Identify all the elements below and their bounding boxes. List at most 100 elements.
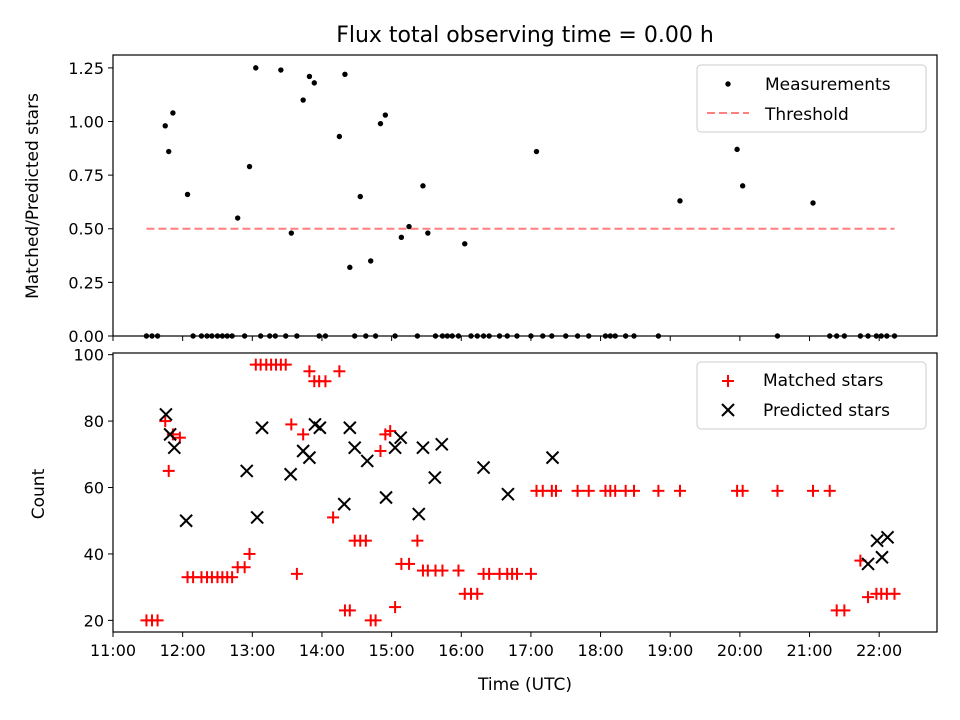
predicted-star-point: [240, 464, 254, 478]
legend-predicted-marker: [721, 403, 735, 417]
measurement-point: [347, 264, 353, 271]
count-y-axis-label: Count: [29, 468, 49, 519]
matched-star-point: [162, 464, 175, 477]
predicted-star-point: [283, 467, 298, 481]
measurement-point: [533, 148, 540, 155]
matched-star-point: [771, 484, 784, 497]
matched-star-point: [736, 484, 749, 497]
ratio-y-tick-label: 0.50: [68, 220, 104, 239]
predicted-star-point: [302, 450, 317, 465]
predicted-star-point: [159, 407, 173, 422]
count-x-tick-label: 19:00: [647, 641, 693, 660]
matched-star-point: [452, 564, 465, 577]
count-x-tick-label: 14:00: [299, 641, 345, 660]
predicted-star-point: [875, 550, 889, 564]
matched-star-point: [471, 587, 484, 600]
predicted-star-point: [163, 427, 177, 442]
measurement-point: [462, 241, 468, 247]
measurement-point: [300, 97, 306, 103]
matched-star-point: [483, 567, 496, 580]
legend-measurements-label: Measurements: [765, 75, 891, 95]
count-x-axis-label: Time (UTC): [477, 675, 572, 695]
matched-star-point: [628, 484, 641, 497]
matched-star-point: [327, 511, 340, 524]
count-panel: Count Time (UTC) 20 40 60 80 100 11:00 12:00 13…: [29, 346, 938, 695]
ratio-y-tick-label: 1.25: [68, 59, 104, 78]
matched-star-point: [343, 604, 356, 617]
count-axis-ticks: 20 40 60 80 100 11:00 12:00 13:00 14:00 15:00 16:0…: [73, 346, 902, 660]
ratio-axes-frame: [112, 54, 938, 337]
matched-star-point: [151, 614, 164, 627]
measurement-point: [184, 191, 191, 198]
measurement-point: [234, 215, 241, 221]
predicted-star-point: [255, 421, 269, 435]
predicted-star-point: [861, 557, 875, 571]
measurement-point: [739, 183, 746, 189]
predicted-star-point: [337, 497, 351, 511]
matched-star-point: [297, 428, 310, 441]
predicted-star-point: [347, 440, 362, 455]
matched-star-point: [243, 547, 256, 560]
ratio-plot-area: [143, 65, 898, 339]
predicted-star-point: [428, 470, 442, 485]
matched-star-point: [838, 604, 851, 617]
measurement-point: [288, 230, 295, 236]
matched-star-point: [359, 534, 372, 547]
matched-star-point: [303, 365, 316, 378]
matched-star-point: [807, 484, 820, 497]
matched-star-point: [609, 484, 622, 497]
measurement-point: [162, 123, 168, 129]
matched-star-point: [436, 564, 449, 577]
ratio-y-tick-label: 0.25: [68, 273, 104, 292]
matched-star-point: [823, 484, 836, 497]
predicted-star-point: [880, 530, 895, 545]
matched-star-point: [549, 484, 562, 497]
legend-predicted-label: Predicted stars: [763, 401, 890, 421]
predicted-star-point: [501, 487, 515, 501]
predicted-star-point: [360, 454, 374, 468]
predicted-star-point: [870, 533, 884, 548]
measurement-point: [810, 200, 816, 206]
measurement-point: [734, 146, 740, 153]
predicted-star-point: [343, 421, 357, 435]
count-legend: Matched stars Predicted stars: [696, 361, 927, 430]
matched-star-point: [506, 567, 519, 580]
predicted-star-point: [379, 490, 393, 505]
measurement-point: [406, 223, 412, 230]
ratio-y-tick-label: 0.00: [68, 327, 104, 346]
predicted-star-point: [435, 437, 449, 452]
count-legend-box: [696, 361, 927, 430]
matched-star-point: [159, 415, 172, 428]
count-x-tick-label: 20:00: [717, 641, 763, 660]
count-y-tick-label: 100: [73, 346, 104, 365]
matched-star-point: [238, 561, 251, 574]
matched-star-point: [411, 534, 424, 547]
count-x-tick-label: 18:00: [578, 641, 624, 660]
matched-star-point: [571, 484, 584, 497]
count-x-tick-label: 16:00: [438, 641, 484, 660]
predicted-star-point: [476, 460, 491, 475]
ratio-panel: Flux total observing time = 0.00 h Match…: [23, 23, 938, 346]
count-x-tick-label: 13:00: [229, 641, 275, 660]
count-x-tick-label: 15:00: [369, 641, 415, 660]
ratio-legend: Measurements Threshold: [696, 64, 927, 133]
measurement-point: [306, 73, 313, 80]
measurement-point: [311, 80, 317, 86]
count-x-tick-label: 11:00: [90, 641, 136, 660]
matched-star-point: [333, 365, 346, 378]
matched-star-point: [524, 567, 537, 580]
predicted-star-point: [179, 514, 193, 528]
measurement-point: [420, 183, 426, 189]
matched-star-point: [319, 375, 332, 388]
measurement-point: [398, 234, 405, 241]
legend-matched-label: Matched stars: [763, 371, 883, 391]
count-y-tick-label: 80: [84, 412, 104, 431]
matched-star-point: [888, 587, 901, 600]
matched-star-point: [673, 484, 686, 497]
measurement-point: [246, 163, 253, 170]
matched-star-point: [374, 444, 387, 457]
matched-star-point: [582, 484, 595, 497]
measurement-point: [377, 120, 384, 127]
legend-matched-marker: [722, 375, 734, 387]
matched-star-point: [384, 425, 397, 438]
